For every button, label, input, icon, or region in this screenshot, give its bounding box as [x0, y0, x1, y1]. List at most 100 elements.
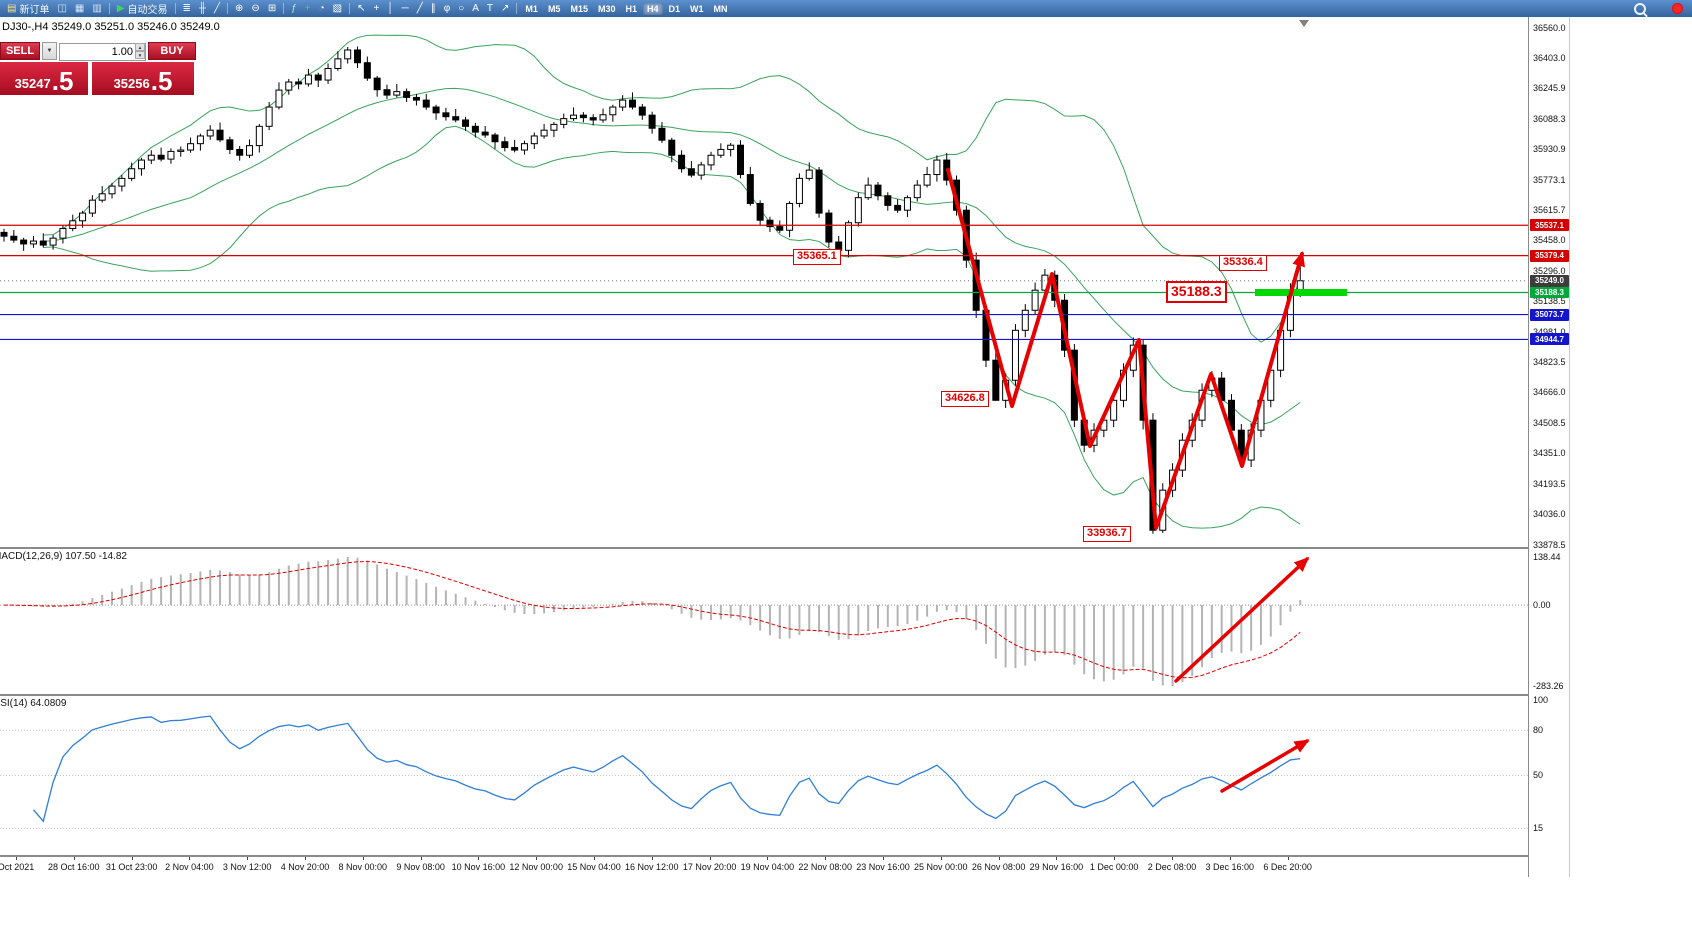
- text-button[interactable]: A: [468, 1, 483, 16]
- time-tick: [594, 857, 595, 860]
- add-indicator-button[interactable]: +: [301, 1, 315, 16]
- price-annotation[interactable]: 35188.3: [1166, 281, 1227, 303]
- top-toolbar: ▤ 新订单 ◫ ▦ ▥ ▶ 自动交易 ≣ ╫ ╱ ⊕ ⊖ ⊞ ƒ + ◔ ▧ ↖ + │ ─ ╱ ∥ φ ○ A T ↗ M1 M5 M1…: [0, 0, 1692, 17]
- lot-size-input[interactable]: [59, 43, 146, 61]
- horizontal-line-button[interactable]: ─: [398, 1, 413, 16]
- time-label: 3 Nov 12:00: [222, 862, 272, 872]
- zoom-in-icon: ⊕: [235, 2, 244, 14]
- chart-window-button[interactable]: ◫: [53, 1, 70, 16]
- market-watch-button[interactable]: ▥: [88, 1, 105, 16]
- tile-windows-button[interactable]: ⊞: [264, 1, 280, 16]
- order-controls-row: SELL ▼ ▲ ▼ BUY: [0, 42, 198, 61]
- crosshair-icon: +: [373, 2, 380, 14]
- algo-trading-button[interactable]: ▶ 自动交易: [113, 1, 172, 16]
- label-button[interactable]: T: [483, 1, 497, 16]
- buy-price-main: 35256: [113, 76, 150, 91]
- crosshair-button[interactable]: +: [370, 1, 384, 16]
- time-tick: [1114, 857, 1116, 860]
- price-axis[interactable]: 36560.0 36403.0 36245.9 36088.3 35930.9 35773…: [1528, 17, 1570, 877]
- indicators-button[interactable]: ƒ: [287, 1, 301, 16]
- periods-button[interactable]: ◔: [315, 1, 329, 16]
- panel-separator[interactable]: [0, 547, 1570, 549]
- shapes-icon: ○: [458, 2, 465, 14]
- price-annotation[interactable]: 33936.7: [1083, 526, 1131, 542]
- candlestick-chart-icon: ╫: [198, 2, 206, 14]
- cursor-icon: ↖: [357, 2, 366, 14]
- line-chart-button[interactable]: ╱: [210, 1, 224, 16]
- lot-size-field: ▲ ▼: [59, 42, 146, 61]
- scale-label: 34351.0: [1533, 448, 1566, 459]
- timeframe-switcher: M1 M5 M15 M30 H1 H4 D1 W1 MN: [520, 0, 732, 17]
- time-label: 12 Nov 00:00: [509, 862, 563, 872]
- price-tag: 35249.0: [1530, 274, 1569, 287]
- new-order-button[interactable]: ▤ 新订单: [3, 1, 53, 16]
- scale-label: 34036.0: [1533, 509, 1566, 520]
- bar-chart-button[interactable]: ≣: [179, 1, 195, 16]
- time-label: 15 Nov 04:00: [567, 862, 621, 872]
- main-chart[interactable]: [0, 17, 1528, 547]
- arrow-tool-button[interactable]: ↗: [497, 1, 513, 16]
- templates-button[interactable]: ▧: [329, 1, 346, 16]
- time-tick: [1229, 857, 1231, 860]
- toolbar-separator: [516, 3, 518, 14]
- timeframe-m1[interactable]: M1: [525, 3, 538, 14]
- time-axis[interactable]: Oct 2021 28 Oct 16:00 31 Oct 23:00 2 Nov 04…: [0, 857, 1570, 877]
- lot-increase-button[interactable]: ▲: [135, 43, 145, 51]
- time-label: 23 Nov 16:00: [856, 862, 910, 872]
- scale-label: 35930.9: [1533, 144, 1566, 155]
- sell-button[interactable]: SELL: [0, 42, 40, 60]
- arrow-tool-icon: ↗: [501, 2, 510, 14]
- time-label: 26 Nov 08:00: [971, 862, 1026, 872]
- panel-separator[interactable]: [0, 694, 1570, 696]
- market-watch-icon: ▥: [92, 2, 102, 14]
- timeframe-d1[interactable]: D1: [668, 3, 681, 14]
- vertical-line-button[interactable]: │: [383, 1, 397, 16]
- indicators-icon: ƒ: [291, 2, 297, 14]
- time-tick: [16, 857, 17, 860]
- timeframe-h4[interactable]: H4: [643, 2, 663, 15]
- channel-icon: ∥: [430, 2, 436, 14]
- order-prices-row: 35247.5 35256.5: [0, 62, 198, 95]
- cursor-button[interactable]: ↖: [353, 1, 369, 16]
- scale-label: 34981.0: [1533, 326, 1566, 337]
- text-icon: A: [472, 2, 479, 14]
- time-label: 1 Dec 00:00: [1089, 862, 1139, 872]
- macd-panel[interactable]: MACD(12,26,9) 107.50 -14.82: [0, 549, 1528, 694]
- notification-dot[interactable]: [1672, 3, 1683, 14]
- buy-price-display[interactable]: 35256.5: [92, 62, 194, 95]
- time-label: 29 Nov 16:00: [1029, 862, 1084, 872]
- rsi-panel[interactable]: RSI(14) 64.0809: [0, 696, 1528, 855]
- timeframe-m15[interactable]: M15: [570, 3, 588, 14]
- toolbar-separator: [108, 3, 110, 14]
- timeframe-h1[interactable]: H1: [625, 3, 637, 14]
- timeframe-mn[interactable]: MN: [713, 3, 728, 14]
- timeframe-m30[interactable]: M30: [597, 3, 616, 14]
- lot-decrease-button[interactable]: ▼: [135, 51, 145, 59]
- time-label: 4 Nov 20:00: [280, 862, 330, 872]
- panel-separator[interactable]: [0, 855, 1570, 857]
- price-annotation[interactable]: 34626.8: [941, 391, 989, 407]
- search-icon[interactable]: [1634, 2, 1646, 15]
- timeframe-m5[interactable]: M5: [547, 3, 561, 14]
- order-type-dropdown[interactable]: ▼: [42, 42, 57, 60]
- zoom-in-button[interactable]: ⊕: [231, 1, 247, 16]
- price-annotation[interactable]: 35365.1: [793, 249, 841, 265]
- timeframe-w1[interactable]: W1: [690, 3, 704, 14]
- time-tick: [1287, 857, 1289, 860]
- trendline-button[interactable]: ╱: [413, 1, 427, 16]
- zoom-out-button[interactable]: ⊖: [247, 1, 263, 16]
- price-annotation[interactable]: 35336.4: [1219, 255, 1267, 271]
- fibonacci-button[interactable]: φ: [440, 1, 454, 16]
- shapes-button[interactable]: ○: [454, 1, 468, 16]
- scale-label: 80: [1533, 724, 1544, 735]
- profiles-button[interactable]: ▦: [71, 1, 88, 16]
- chevron-down-icon: ▼: [46, 48, 53, 54]
- channel-button[interactable]: ∥: [427, 1, 440, 16]
- sell-price-display[interactable]: 35247.5: [0, 62, 88, 95]
- candlestick-chart-button[interactable]: ╫: [195, 1, 210, 16]
- time-tick: [767, 857, 769, 860]
- scale-label: 35138.5: [1533, 296, 1566, 307]
- scale-label: 35458.0: [1533, 235, 1566, 246]
- buy-button[interactable]: BUY: [148, 42, 196, 60]
- time-label: 9 Nov 08:00: [396, 862, 445, 872]
